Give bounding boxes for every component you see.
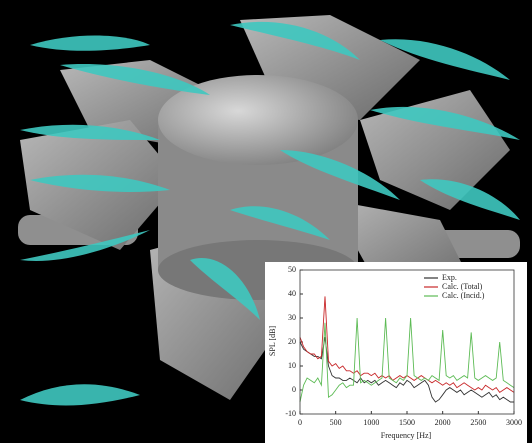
x-axis-label: Frequency [Hz] xyxy=(381,431,432,440)
legend-label: Calc. (Incid.) xyxy=(442,291,485,300)
y-axis-label: SPL [dB] xyxy=(268,326,277,356)
x-tick-label: 0 xyxy=(298,418,302,427)
legend-label: Calc. (Total) xyxy=(442,282,483,291)
y-tick-label: -10 xyxy=(285,409,296,418)
x-tick-label: 500 xyxy=(330,418,342,427)
y-tick-label: 20 xyxy=(288,337,296,346)
x-tick-label: 2000 xyxy=(435,418,451,427)
y-tick-label: 30 xyxy=(288,313,296,322)
y-tick-label: 10 xyxy=(288,361,296,370)
x-tick-label: 1500 xyxy=(399,418,415,427)
y-tick-label: 50 xyxy=(288,265,296,274)
y-tick-label: 40 xyxy=(288,289,296,298)
chart-background xyxy=(265,262,527,443)
x-tick-label: 3000 xyxy=(506,418,522,427)
x-tick-label: 2500 xyxy=(470,418,486,427)
y-tick-label: 0 xyxy=(292,385,296,394)
page: SPL [dB] Frequency [Hz] -100102030405005… xyxy=(0,0,532,443)
legend-label: Exp. xyxy=(442,273,457,282)
x-tick-label: 1000 xyxy=(363,418,379,427)
figure: SPL [dB] Frequency [Hz] -100102030405005… xyxy=(0,0,532,443)
